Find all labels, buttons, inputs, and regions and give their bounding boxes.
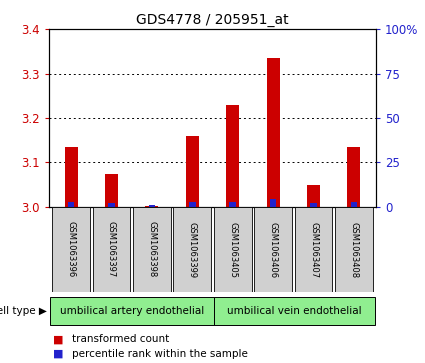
Text: GSM1063407: GSM1063407 [309,221,318,278]
Bar [295,207,332,292]
Bar [173,207,211,292]
Bar [214,297,375,325]
Text: GSM1063405: GSM1063405 [228,221,237,278]
Bar [52,207,90,292]
Text: GSM1063399: GSM1063399 [188,221,197,278]
Text: umbilical vein endothelial: umbilical vein endothelial [227,306,362,316]
Bar [307,185,320,207]
Bar [65,147,77,207]
Bar [226,105,239,207]
Text: GDS4778 / 205951_at: GDS4778 / 205951_at [136,13,289,27]
Bar [351,203,357,207]
Bar [335,207,373,292]
Text: GSM1063406: GSM1063406 [269,221,278,278]
Bar [270,199,276,207]
Text: GSM1063397: GSM1063397 [107,221,116,278]
Bar [348,147,360,207]
Bar [266,58,280,207]
Text: GSM1063408: GSM1063408 [349,221,358,278]
Bar [310,203,317,207]
Bar [186,136,199,207]
Text: umbilical artery endothelial: umbilical artery endothelial [60,306,204,316]
Bar [189,201,196,207]
Text: ■: ■ [53,334,64,344]
Text: transformed count: transformed count [72,334,170,344]
Bar [254,207,292,292]
Text: GSM1063398: GSM1063398 [147,221,156,278]
Bar [93,207,130,292]
Bar [133,207,171,292]
Text: percentile rank within the sample: percentile rank within the sample [72,349,248,359]
Bar [68,203,74,207]
Bar [230,203,236,207]
Bar [50,297,214,325]
Text: cell type ▶: cell type ▶ [0,306,47,316]
Bar [214,207,252,292]
Text: GSM1063396: GSM1063396 [67,221,76,278]
Bar [105,174,118,207]
Bar [149,205,155,207]
Text: ■: ■ [53,349,64,359]
Bar [108,203,115,207]
